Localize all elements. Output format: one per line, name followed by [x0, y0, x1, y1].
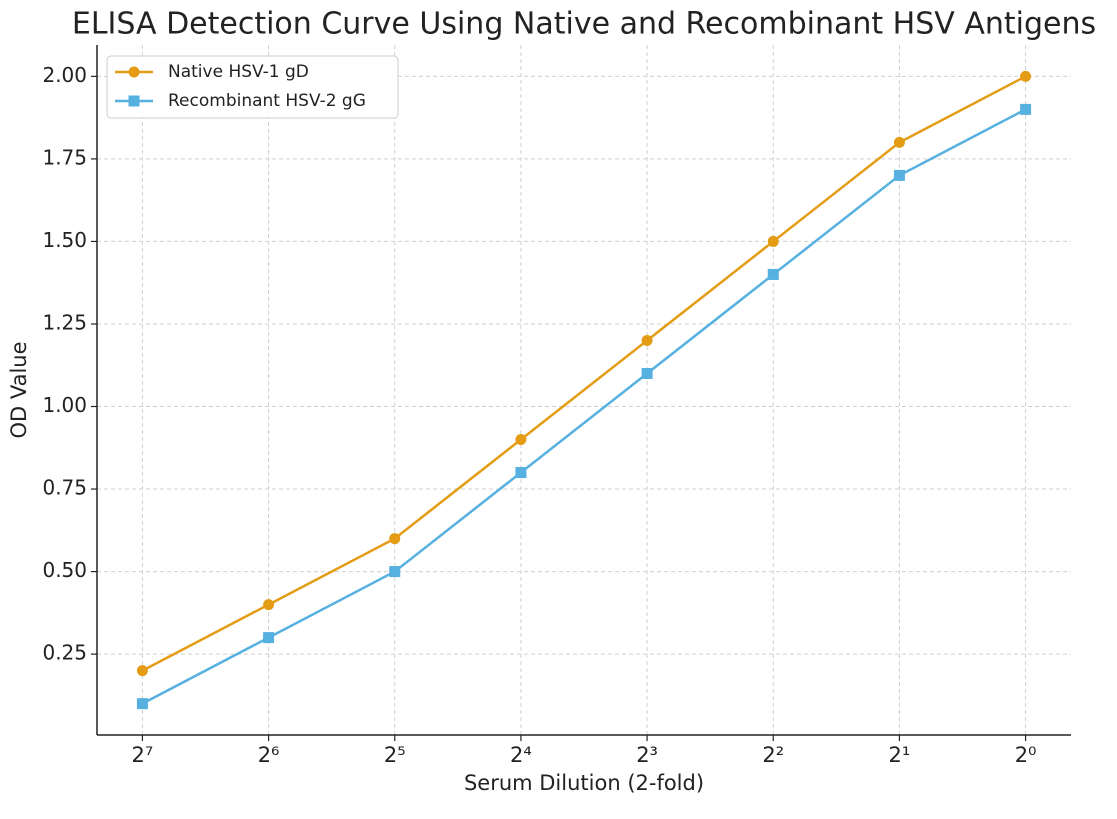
legend-label: Recombinant HSV-2 gG: [168, 91, 366, 111]
data-point: [263, 599, 275, 611]
x-tick-label: 2¹: [889, 743, 911, 767]
data-point: [1020, 103, 1032, 115]
legend-box: [106, 55, 399, 119]
data-point: [389, 533, 401, 545]
y-tick-label: 0.25: [42, 641, 87, 665]
data-point: [641, 334, 653, 346]
data-point: [136, 698, 148, 710]
x-tick-label: 2⁴: [510, 743, 532, 767]
data-point: [767, 235, 779, 247]
y-tick-label: 1.00: [42, 393, 87, 417]
chart-title: ELISA Detection Curve Using Native and R…: [72, 7, 1096, 42]
x-tick-label: 2²: [762, 743, 784, 767]
y-tick-label: 1.50: [42, 228, 87, 252]
data-point: [893, 169, 905, 181]
y-tick-label: 0.50: [42, 558, 87, 582]
data-point: [515, 467, 527, 479]
legend-marker: [128, 95, 140, 107]
x-axis-label: Serum Dilution (2-fold): [464, 771, 704, 795]
data-point: [767, 268, 779, 280]
series-line: [141, 75, 1027, 672]
data-point: [515, 434, 527, 446]
series-line: [141, 108, 1027, 705]
y-axis-label: OD Value: [7, 341, 31, 438]
x-tick-label: 2⁰: [1015, 743, 1037, 767]
x-tick-label: 2³: [636, 743, 658, 767]
y-tick-label: 1.25: [42, 310, 87, 334]
data-point: [893, 136, 905, 148]
data-point: [263, 632, 275, 644]
y-tick-label: 1.75: [42, 145, 87, 169]
data-point: [641, 367, 653, 379]
legend-label: Native HSV-1 gD: [168, 62, 309, 82]
x-tick-label: 2⁶: [258, 743, 280, 767]
data-point: [1020, 70, 1032, 82]
data-point: [136, 665, 148, 677]
x-tick-label: 2⁷: [132, 743, 154, 767]
data-point: [389, 566, 401, 578]
x-tick-label: 2⁵: [384, 743, 406, 767]
legend-marker: [128, 66, 140, 78]
y-tick-label: 0.75: [42, 476, 87, 500]
y-tick-label: 2.00: [42, 63, 87, 87]
